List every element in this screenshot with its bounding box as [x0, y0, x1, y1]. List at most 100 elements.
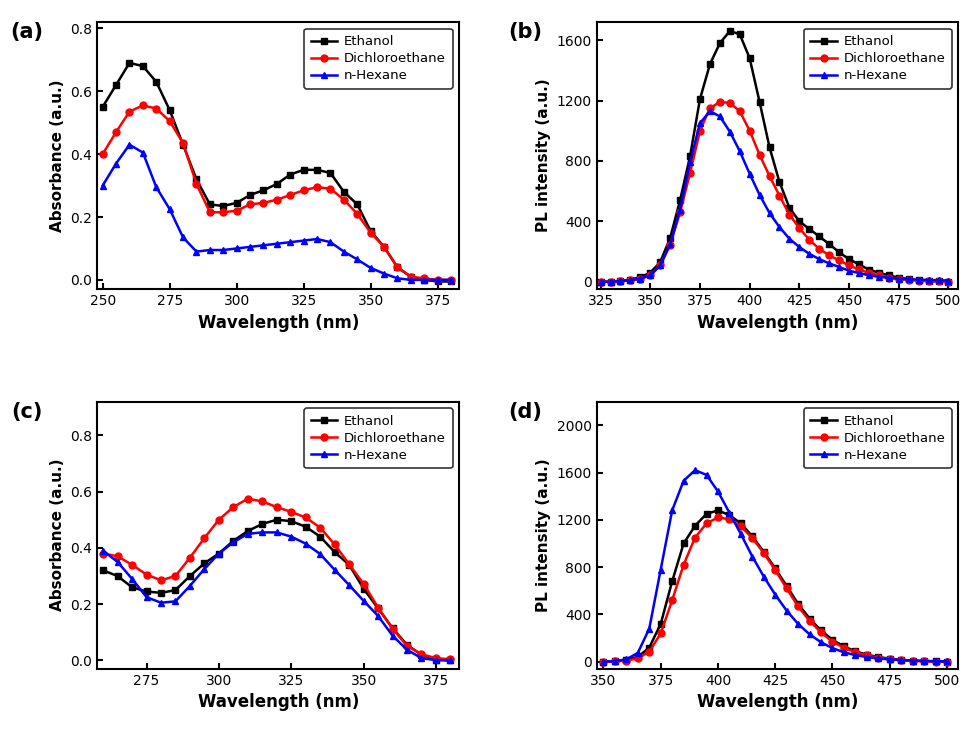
Ethanol	[941, 657, 953, 666]
n-Hexane	[430, 656, 442, 664]
Line: Ethanol: Ethanol	[597, 28, 952, 285]
Dichloroethane	[632, 654, 644, 663]
n-Hexane	[873, 273, 884, 282]
n-Hexane	[151, 183, 162, 192]
n-Hexane	[644, 271, 656, 280]
n-Hexane	[386, 631, 398, 640]
Ethanol	[783, 204, 795, 212]
Dichloroethane	[844, 261, 855, 270]
Ethanol	[704, 60, 716, 69]
n-Hexane	[311, 234, 323, 243]
Dichloroethane	[244, 200, 256, 209]
Line: Ethanol: Ethanol	[600, 507, 951, 665]
Dichloroethane	[712, 513, 724, 522]
Ethanol	[893, 273, 905, 282]
n-Hexane	[242, 529, 254, 538]
Ethanol	[933, 277, 945, 286]
Ethanol	[895, 656, 907, 664]
Ethanol	[615, 276, 627, 285]
n-Hexane	[815, 638, 827, 647]
Ethanol	[665, 234, 676, 243]
n-Hexane	[124, 140, 135, 149]
Dichloroethane	[401, 642, 413, 650]
Ethanol	[430, 655, 442, 664]
Dichloroethane	[643, 648, 655, 656]
Ethanol	[445, 656, 456, 665]
Dichloroethane	[853, 265, 865, 274]
Line: Ethanol: Ethanol	[99, 516, 453, 664]
Dichloroethane	[141, 570, 153, 579]
n-Hexane	[694, 119, 705, 128]
n-Hexane	[754, 190, 766, 199]
Ethanol	[849, 647, 861, 656]
Dichloroethane	[655, 629, 667, 638]
n-Hexane	[126, 575, 138, 584]
Line: n-Hexane: n-Hexane	[600, 467, 951, 665]
n-Hexane	[794, 243, 806, 251]
Ethanol	[754, 98, 766, 107]
Y-axis label: Absorbance (a.u.): Absorbance (a.u.)	[50, 79, 65, 232]
n-Hexane	[609, 657, 621, 666]
Dichloroethane	[358, 579, 370, 588]
Text: (c): (c)	[12, 401, 43, 422]
Ethanol	[163, 106, 175, 115]
n-Hexane	[204, 245, 216, 254]
Dichloroethane	[813, 245, 825, 254]
Ethanol	[151, 77, 162, 86]
Ethanol	[643, 643, 655, 652]
n-Hexane	[432, 276, 444, 284]
Dichloroethane	[446, 276, 457, 284]
n-Hexane	[903, 275, 915, 284]
Dichloroethane	[794, 223, 806, 232]
Dichloroethane	[823, 251, 835, 259]
n-Hexane	[861, 653, 873, 662]
Ethanol	[609, 657, 621, 666]
Dichloroethane	[644, 270, 656, 279]
Dichloroethane	[941, 657, 953, 666]
Line: Ethanol: Ethanol	[99, 60, 454, 285]
Dichloroethane	[405, 273, 416, 282]
Dichloroethane	[764, 172, 775, 181]
Ethanol	[815, 626, 827, 635]
n-Hexane	[883, 273, 894, 282]
n-Hexane	[391, 274, 403, 283]
n-Hexane	[643, 624, 655, 633]
Dichloroethane	[257, 497, 269, 506]
Ethanol	[863, 265, 875, 274]
n-Hexane	[191, 247, 202, 256]
n-Hexane	[893, 274, 905, 283]
Dichloroethane	[213, 515, 225, 524]
Ethanol	[625, 275, 636, 284]
Dichloroethane	[217, 208, 229, 217]
n-Hexane	[712, 487, 724, 496]
Dichloroethane	[815, 628, 827, 637]
Dichloroethane	[724, 98, 736, 107]
Legend: Ethanol, Dichloroethane, n-Hexane: Ethanol, Dichloroethane, n-Hexane	[305, 29, 452, 89]
n-Hexane	[933, 276, 945, 284]
Dichloroethane	[270, 503, 282, 512]
Dichloroethane	[903, 276, 915, 284]
Line: Dichloroethane: Dichloroethane	[99, 495, 453, 663]
Dichloroethane	[873, 653, 884, 662]
Ethanol	[365, 226, 377, 235]
Dichloroethane	[391, 263, 403, 272]
n-Hexane	[764, 209, 775, 218]
Legend: Ethanol, Dichloroethane, n-Hexane: Ethanol, Dichloroethane, n-Hexane	[804, 29, 952, 89]
Ethanol	[325, 168, 337, 177]
Ethanol	[714, 39, 726, 48]
Ethanol	[674, 196, 686, 204]
n-Hexane	[418, 276, 430, 284]
n-Hexane	[743, 169, 755, 178]
Dichloroethane	[667, 596, 678, 605]
Ethanol	[712, 506, 724, 514]
n-Hexane	[621, 655, 632, 664]
n-Hexane	[231, 244, 242, 253]
Y-axis label: PL intensity (a.u.): PL intensity (a.u.)	[536, 459, 551, 612]
Legend: Ethanol, Dichloroethane, n-Hexane: Ethanol, Dichloroethane, n-Hexane	[804, 408, 952, 468]
Dichloroethane	[604, 277, 616, 286]
Ethanol	[271, 179, 283, 188]
Ethanol	[644, 268, 656, 277]
n-Hexane	[110, 159, 122, 168]
n-Hexane	[284, 237, 296, 246]
Text: (a): (a)	[10, 22, 43, 42]
